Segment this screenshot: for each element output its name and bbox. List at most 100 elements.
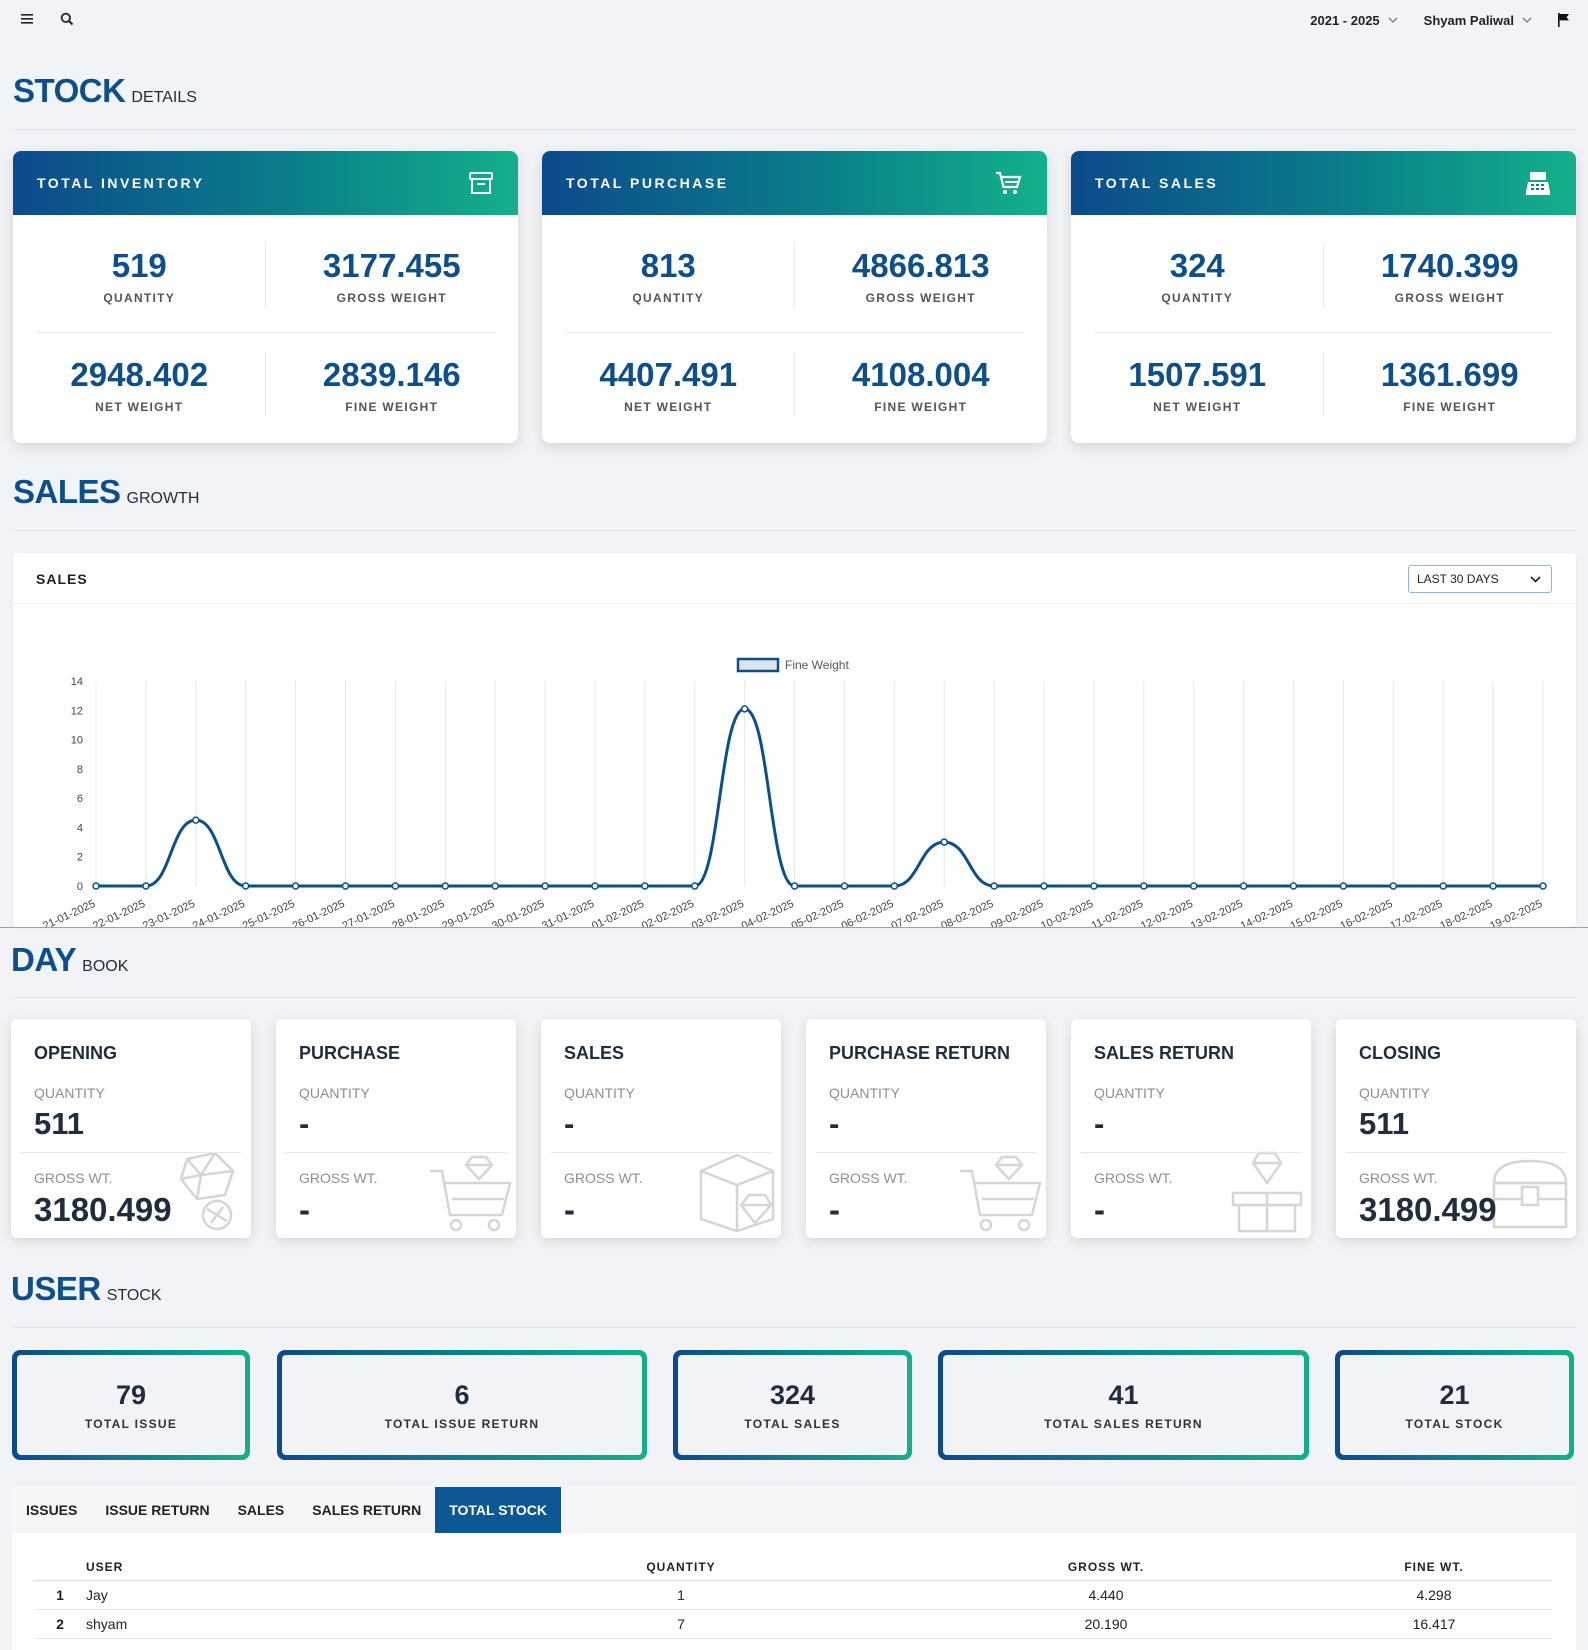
x-tick-label: 03-02-2025 <box>690 898 746 927</box>
user-stock-card[interactable]: 41 TOTAL SALES RETURN <box>938 1350 1309 1460</box>
cell-divider <box>794 243 795 307</box>
data-point[interactable] <box>1090 882 1098 890</box>
data-point[interactable] <box>940 838 948 846</box>
data-point[interactable] <box>1539 882 1547 890</box>
x-tick-label: 12-02-2025 <box>1139 898 1195 927</box>
metric-value: 324 <box>1169 247 1225 284</box>
data-point[interactable] <box>790 882 799 890</box>
flag-icon[interactable] <box>1558 13 1570 27</box>
data-point[interactable] <box>1439 882 1447 890</box>
gross-weight-label: GROSS WT. <box>299 1170 378 1186</box>
metric-label: QUANTITY <box>1161 291 1234 305</box>
data-point[interactable] <box>1289 882 1298 890</box>
user-stock-card[interactable]: 79 TOTAL ISSUE <box>12 1350 250 1460</box>
metric-cell: 1507.591 NET WEIGHT <box>1071 356 1324 414</box>
row-index: 1 <box>34 1580 86 1610</box>
tab-issues[interactable]: ISSUES <box>26 1502 78 1518</box>
data-point[interactable] <box>1389 882 1398 890</box>
summary-card: TOTAL SALES 324 QUANTITY 1740.399 GROSS WEIG… <box>1071 151 1576 443</box>
card-divider <box>21 1152 241 1153</box>
data-point[interactable] <box>491 882 499 890</box>
table-header-cell[interactable]: QUANTITY <box>466 1557 896 1581</box>
metric-label: NET WEIGHT <box>1153 400 1242 414</box>
data-point[interactable] <box>391 882 400 890</box>
data-point[interactable] <box>1040 882 1048 890</box>
user-dropdown[interactable]: Shyam Paliwal <box>1424 13 1532 28</box>
card-divider <box>1081 1152 1301 1153</box>
chevron-down-icon <box>1522 17 1532 23</box>
data-point[interactable] <box>92 882 100 890</box>
data-point[interactable] <box>890 882 899 890</box>
data-point[interactable] <box>441 882 450 890</box>
data-point[interactable] <box>541 882 549 890</box>
data-point[interactable] <box>1239 882 1248 890</box>
gross-weight-label: GROSS WT. <box>1359 1170 1438 1186</box>
data-point[interactable] <box>1489 882 1497 890</box>
table-header-cell[interactable]: USER <box>86 1557 466 1581</box>
gross-weight-value: 3180.499 <box>1359 1191 1497 1228</box>
user-name: Shyam Paliwal <box>1423 12 1514 28</box>
user-stock-title: USER STOCK <box>11 1270 162 1308</box>
user-stock-value: 79 <box>115 1379 147 1410</box>
data-point[interactable] <box>291 882 300 890</box>
table-row[interactable]: 1 Jay 1 4.440 4.298 <box>34 1580 1552 1610</box>
data-point[interactable] <box>341 882 350 890</box>
data-point[interactable] <box>691 882 699 890</box>
date-range-select[interactable]: LAST 30 DAYS <box>1408 565 1552 593</box>
x-tick-label: 15-02-2025 <box>1289 898 1345 927</box>
data-point[interactable] <box>990 882 998 890</box>
data-point[interactable] <box>192 816 200 824</box>
card-divider <box>816 1152 1036 1153</box>
metric-cell: 519 QUANTITY <box>13 247 266 305</box>
data-point[interactable] <box>1189 882 1198 890</box>
y-tick-label: 6 <box>77 793 83 805</box>
table-row[interactable]: 2 shyam 7 20.190 16.417 <box>34 1609 1552 1639</box>
tab-issue-return[interactable]: ISSUE RETURN <box>105 1502 210 1518</box>
data-point[interactable] <box>1339 882 1348 890</box>
section-divider <box>13 129 1576 130</box>
y-tick-label: 4 <box>77 822 83 834</box>
chart-legend[interactable]: Fine Weight <box>736 657 849 673</box>
quantity-value: - <box>299 1106 310 1141</box>
quantity-label: QUANTITY <box>34 1085 105 1101</box>
search-icon[interactable] <box>57 9 77 29</box>
x-tick-label: 02-02-2025 <box>640 898 696 927</box>
metric-cell: 1740.399 GROSS WEIGHT <box>1324 247 1577 305</box>
chevron-down-icon <box>1388 17 1398 23</box>
legend-label: Fine Weight <box>785 658 849 672</box>
user-stock-card[interactable]: 324 TOTAL SALES <box>673 1350 912 1460</box>
data-point[interactable] <box>241 882 250 890</box>
quantity-value: 511 <box>34 1106 85 1141</box>
day-book-title: PURCHASE RETURN <box>829 1043 1011 1063</box>
data-point[interactable] <box>1140 882 1148 890</box>
x-tick-label: 21-01-2025 <box>41 898 97 927</box>
x-tick-label: 06-02-2025 <box>840 898 896 927</box>
date-range-value: LAST 30 DAYS <box>1417 572 1499 586</box>
quantity-value: - <box>829 1106 840 1141</box>
user-stock-card[interactable]: 21 TOTAL STOCK <box>1335 1350 1574 1460</box>
data-point[interactable] <box>591 882 599 890</box>
table-header-cell[interactable]: FINE WT. <box>1316 1557 1552 1581</box>
year-range-dropdown[interactable]: 2021 - 2025 <box>1310 13 1398 28</box>
gross-weight-label: GROSS WT. <box>564 1170 643 1186</box>
cell-user: Jay <box>86 1580 466 1610</box>
tab-sales-return[interactable]: SALES RETURN <box>312 1502 422 1518</box>
data-point[interactable] <box>142 882 150 890</box>
cell-gross-wt: 20.190 <box>896 1609 1316 1639</box>
user-stock-card[interactable]: 6 TOTAL ISSUE RETURN <box>277 1350 647 1460</box>
x-tick-label: 08-02-2025 <box>939 898 995 927</box>
metric-label: FINE WEIGHT <box>874 400 968 414</box>
card-divider <box>1346 1152 1566 1153</box>
y-tick-label: 10 <box>71 735 83 747</box>
metric-cell: 2948.402 NET WEIGHT <box>13 356 266 414</box>
row-index: 2 <box>34 1609 86 1639</box>
data-point[interactable] <box>840 882 849 890</box>
tab-total-stock[interactable]: TOTAL STOCK <box>435 1487 561 1533</box>
hamburger-icon[interactable] <box>18 9 38 29</box>
summary-card-title: TOTAL SALES <box>1095 175 1219 191</box>
cell-divider <box>794 352 795 416</box>
data-point[interactable] <box>740 705 749 713</box>
tab-sales[interactable]: SALES <box>237 1502 285 1518</box>
data-point[interactable] <box>641 882 649 890</box>
table-header-cell[interactable]: GROSS WT. <box>896 1557 1316 1581</box>
